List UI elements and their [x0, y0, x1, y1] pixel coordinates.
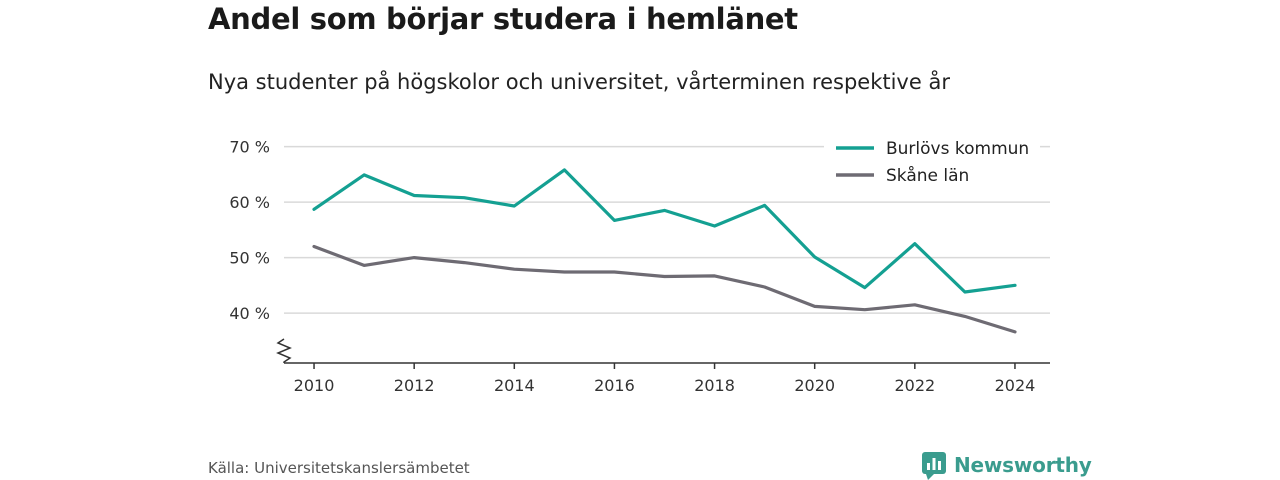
- series-line-1: [312, 244, 1017, 334]
- x-tick-label: 2014: [494, 376, 535, 395]
- x-tick-label: 2022: [894, 376, 935, 395]
- y-axis-break-icon: [276, 338, 292, 363]
- chart-subtitle: Nya studenter på högskolor och universit…: [208, 70, 950, 94]
- series-line-0: [312, 168, 1017, 294]
- x-tick-label: 2024: [995, 376, 1036, 395]
- y-tick-label: 60 %: [229, 193, 270, 212]
- legend-background: [824, 129, 1040, 187]
- y-tick-label: 70 %: [229, 138, 270, 157]
- x-tick-label: 2010: [294, 376, 335, 395]
- brand-name: Newsworthy: [954, 453, 1092, 477]
- chart-title: Andel som börjar studera i hemlänet: [208, 2, 798, 36]
- y-tick-label: 50 %: [229, 249, 270, 268]
- legend-label-0: Burlövs kommun: [886, 139, 1029, 159]
- x-tick-label: 2016: [594, 376, 635, 395]
- source-text: Källa: Universitetskanslersämbetet: [208, 459, 470, 477]
- y-tick-label: 40 %: [229, 304, 270, 323]
- x-tick-label: 2012: [394, 376, 435, 395]
- newsworthy-logo-icon: [922, 452, 946, 480]
- x-tick-label: 2020: [794, 376, 835, 395]
- brand-logo: Newsworthy: [922, 450, 1092, 480]
- legend-label-1: Skåne län: [886, 165, 969, 186]
- x-tick-label: 2018: [694, 376, 735, 395]
